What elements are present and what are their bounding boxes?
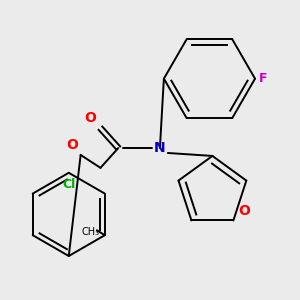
Text: CH₃: CH₃ xyxy=(82,227,100,237)
Text: F: F xyxy=(259,72,268,85)
Text: N: N xyxy=(154,141,166,155)
Text: O: O xyxy=(85,111,97,125)
Text: Cl: Cl xyxy=(62,178,75,191)
Text: O: O xyxy=(66,138,78,152)
Text: O: O xyxy=(238,205,250,218)
